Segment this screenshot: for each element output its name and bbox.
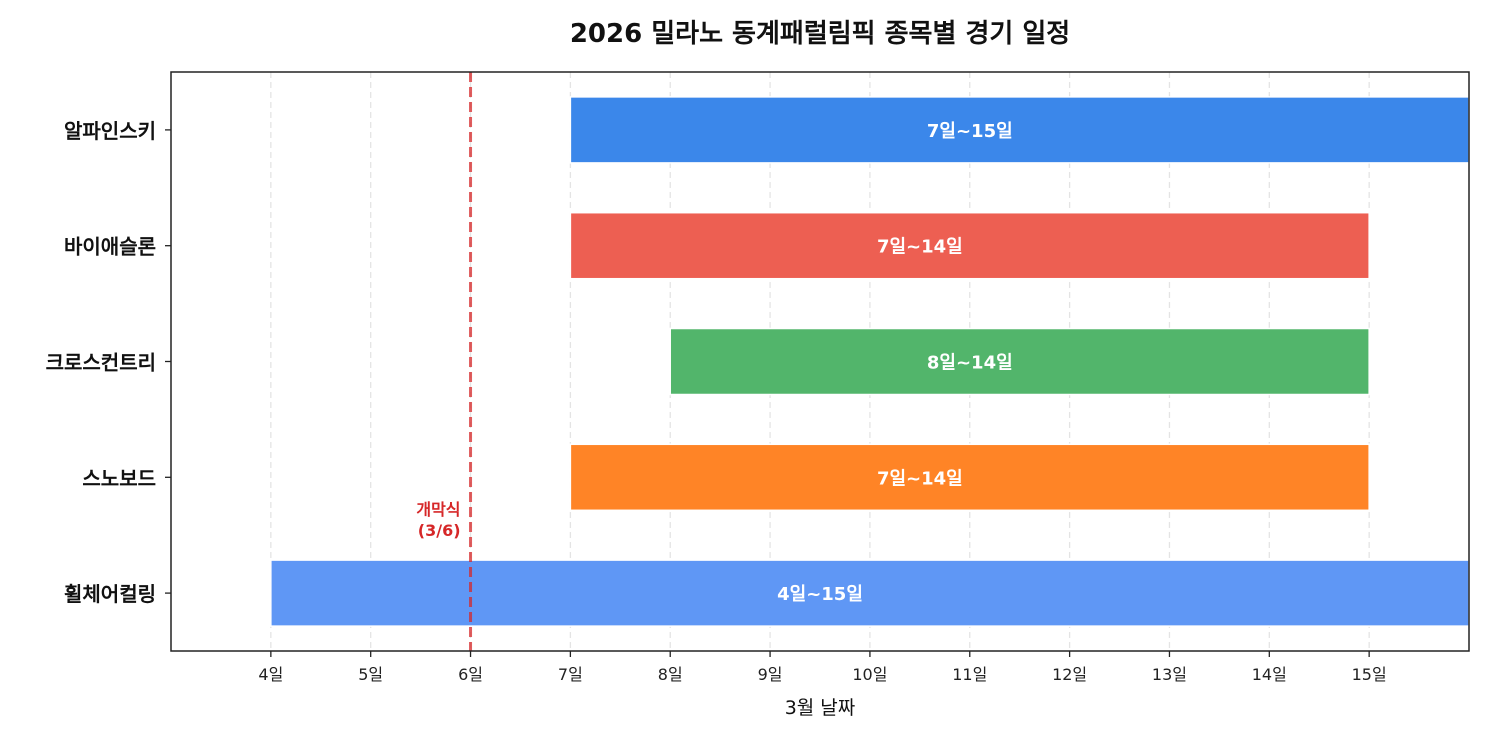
y-tick-label: 크로스컨트리 [46,351,156,375]
x-tick-label: 5일 [358,665,383,684]
y-tick-label: 알파인스키 [64,119,156,143]
x-tick-label: 8일 [658,665,683,684]
x-tick-label: 15일 [1352,665,1387,684]
bar-label: 7일~14일 [877,237,963,258]
y-tick-label: 스노보드 [82,466,156,490]
annotation-text: 개막식 [416,500,460,519]
y-tick-label: 휠체어컬링 [64,582,156,606]
y-tick-label: 바이애슬론 [64,235,156,259]
bar [669,327,1370,396]
bar-label: 7일~14일 [877,468,963,489]
bar-label: 8일~14일 [927,353,1013,374]
x-tick-label: 10일 [852,665,887,684]
x-tick-label: 6일 [458,665,483,684]
x-tick-label: 4일 [258,665,283,684]
x-tick-label: 11일 [952,665,987,684]
x-axis-label: 3월 날짜 [785,697,856,719]
annotation-text: (3/6) [418,521,461,540]
x-tick-label: 13일 [1152,665,1187,684]
bar [569,211,1370,280]
x-tick-label: 7일 [558,665,583,684]
x-tick-label: 14일 [1252,665,1287,684]
x-tick-label: 9일 [758,665,783,684]
bar [569,443,1370,512]
bar [270,559,1470,627]
chart-title: 2026 밀라노 동계패럴림픽 종목별 경기 일정 [570,19,1070,49]
bar-label: 7일~15일 [927,121,1013,142]
x-tick-label: 12일 [1052,665,1087,684]
bar-label: 4일~15일 [777,584,863,605]
bar [569,96,1470,164]
